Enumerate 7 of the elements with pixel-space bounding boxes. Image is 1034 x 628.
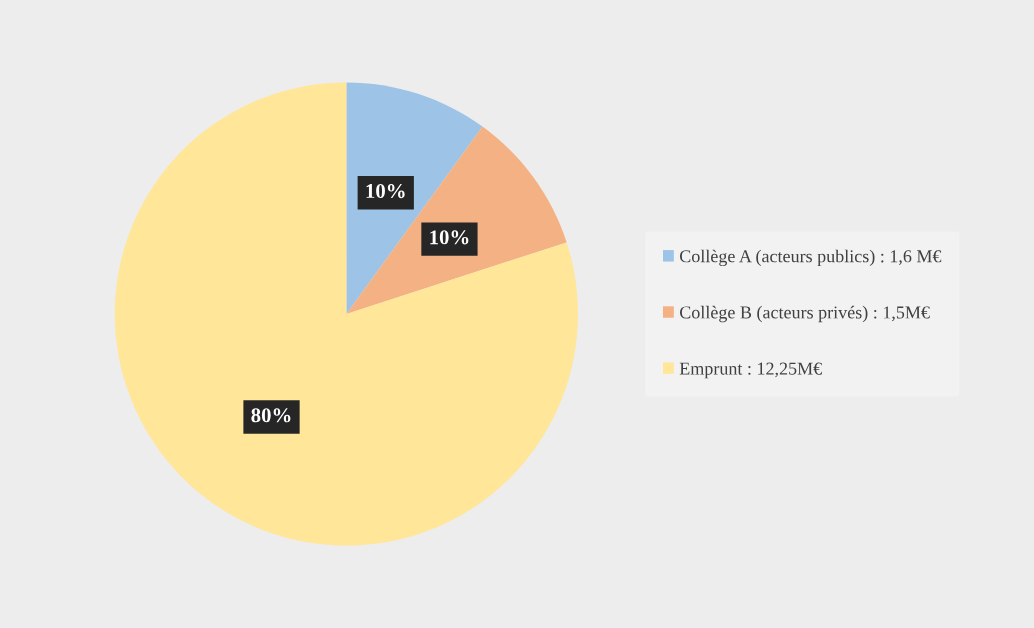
pie-slice xyxy=(114,82,579,546)
data-label: 10% xyxy=(366,184,405,199)
legend-label: Emprunt : 12,25M€ xyxy=(679,362,822,379)
data-label: 10% xyxy=(430,230,469,245)
data-label: 80% xyxy=(251,408,291,423)
legend-label: Collège B (acteurs privés) : 1,5M€ xyxy=(679,305,930,323)
legend-label: Collège A (acteurs publics) : 1,6 M€ xyxy=(679,249,942,267)
